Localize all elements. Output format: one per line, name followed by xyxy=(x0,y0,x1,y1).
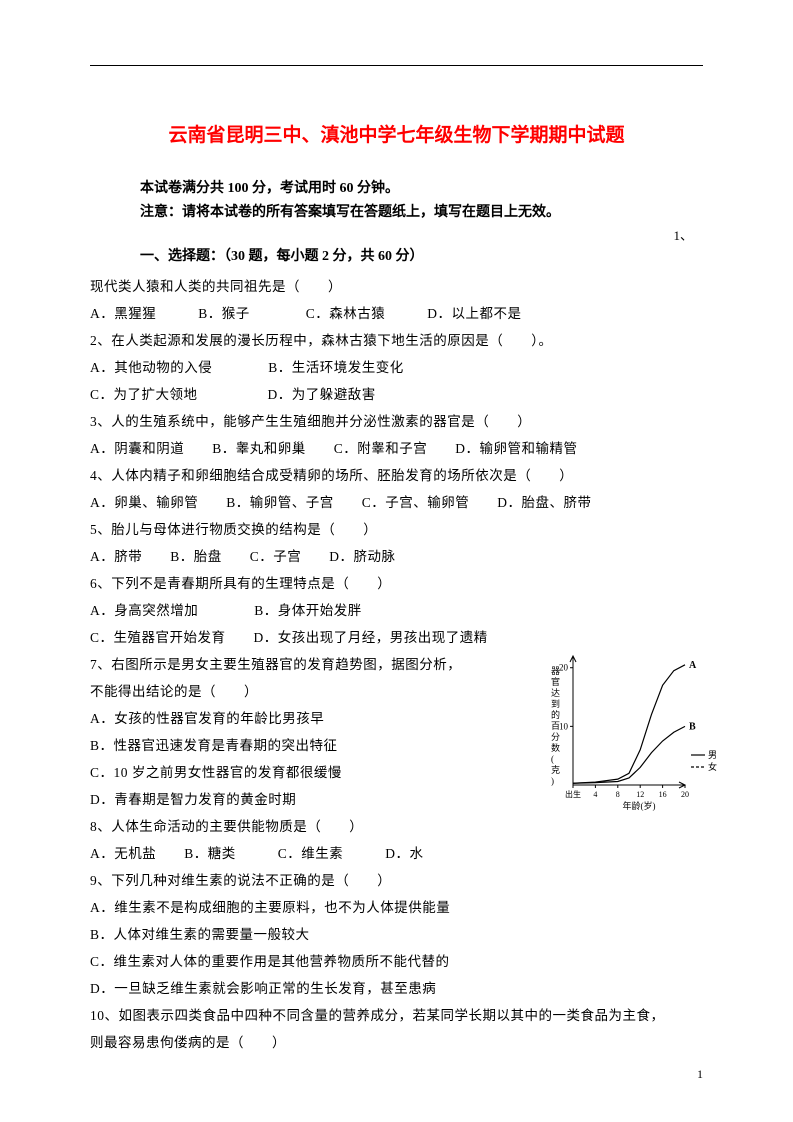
exam-info-notice: 注意：请将本试卷的所有答案填写在答题纸上，填写在题目上无效。 xyxy=(140,201,703,221)
question-text: 5、胎儿与母体进行物质交换的结构是（ ） xyxy=(90,516,703,543)
svg-text:16: 16 xyxy=(659,790,667,799)
option-line: A．其他动物的入侵 B．生活环境发生变化 xyxy=(90,354,703,381)
svg-text:数: 数 xyxy=(551,742,560,753)
svg-text:10: 10 xyxy=(559,721,569,731)
svg-text:克: 克 xyxy=(551,765,560,775)
top-border xyxy=(90,65,703,66)
question-text: 6、下列不是青春期所具有的生理特点是（ ） xyxy=(90,570,703,597)
svg-text:B: B xyxy=(689,721,696,732)
question-text: 则最容易患佝偻病的是（ ） xyxy=(90,1029,703,1056)
option-line: D．一旦缺乏维生素就会影响正常的生长发育，甚至患病 xyxy=(90,975,703,1002)
content-area: 现代类人猿和人类的共同祖先是（ ） A．黑猩猩 B．猴子 C．森林古猿 D．以上… xyxy=(90,273,703,1056)
svg-text:女: 女 xyxy=(708,761,717,772)
svg-text:男: 男 xyxy=(708,750,717,760)
svg-text:20: 20 xyxy=(681,790,689,799)
option-line: A．身高突然增加 B．身体开始发胖 xyxy=(90,597,703,624)
svg-text:达: 达 xyxy=(551,687,560,698)
option-line: A．无机盐 B．糖类 C．维生素 D．水 xyxy=(90,840,703,867)
svg-text:20: 20 xyxy=(559,663,569,673)
question-text: 2、在人类起源和发展的漫长历程中，森林古猿下地生活的原因是（ ）。 xyxy=(90,327,703,354)
svg-text:分: 分 xyxy=(551,732,560,742)
question-1-number: 1、 xyxy=(673,225,693,244)
question-text: 3、人的生殖系统中，能够产生生殖细胞并分泌性激素的器官是（ ） xyxy=(90,408,703,435)
svg-text:(: ( xyxy=(551,754,554,764)
svg-text:年龄(岁): 年龄(岁) xyxy=(623,800,656,811)
question-text: 4、人体内精子和卵细胞结合成受精卵的场所、胚胎发育的场所依次是（ ） xyxy=(90,462,703,489)
svg-text:A: A xyxy=(689,660,697,671)
option-line: C．生殖器官开始发育 D．女孩出现了月经，男孩出现了遗精 xyxy=(90,624,703,651)
option-line: A．阴囊和阴道 B．睾丸和卵巢 C．附睾和子宫 D．输卵管和输精管 xyxy=(90,435,703,462)
svg-text:器: 器 xyxy=(551,666,560,676)
svg-text:到: 到 xyxy=(551,698,560,709)
svg-text:8: 8 xyxy=(616,790,620,799)
option-line: A．脐带 B．胎盘 C．子宫 D．脐动脉 xyxy=(90,543,703,570)
question-text: 10、如图表示四类食品中四种不同含量的营养成分，若某同学长期以其中的一类食品为主… xyxy=(90,1002,703,1029)
svg-text:4: 4 xyxy=(593,790,597,799)
option-line: A．黑猩猩 B．猴子 C．森林古猿 D．以上都不是 xyxy=(90,300,703,327)
growth-chart: 1020出生48121620器官达到的百分数(克)年龄(岁)AB男女 xyxy=(543,648,723,813)
option-line: A．维生素不是构成细胞的主要原料，也不为人体提供能量 xyxy=(90,894,703,921)
svg-text:的: 的 xyxy=(551,709,560,720)
question-text: 8、人体生命活动的主要供能物质是（ ） xyxy=(90,813,703,840)
option-line: A．卵巢、输卵管 B．输卵管、子宫 C．子宫、输卵管 D．胎盘、脐带 xyxy=(90,489,703,516)
page-number: 1 xyxy=(697,1067,703,1082)
svg-text:12: 12 xyxy=(636,790,644,799)
svg-text:官: 官 xyxy=(551,676,560,687)
section-row: 一、选择题：（30 题，每小题 2 分，共 60 分） 1、 xyxy=(90,225,703,273)
svg-text:): ) xyxy=(551,776,554,786)
option-line: C．维生素对人体的重要作用是其他营养物质所不能代替的 xyxy=(90,948,703,975)
question-text: 现代类人猿和人类的共同祖先是（ ） xyxy=(90,273,703,300)
option-line: C．为了扩大领地 D．为了躲避敌害 xyxy=(90,381,703,408)
option-line: B．人体对维生素的需要量一般较大 xyxy=(90,921,703,948)
chart-svg: 1020出生48121620器官达到的百分数(克)年龄(岁)AB男女 xyxy=(543,648,723,813)
question-text: 9、下列几种对维生素的说法不正确的是（ ） xyxy=(90,867,703,894)
svg-text:出生: 出生 xyxy=(565,789,581,799)
exam-title: 云南省昆明三中、滇池中学七年级生物下学期期中试题 xyxy=(90,120,703,147)
section-header: 一、选择题：（30 题，每小题 2 分，共 60 分） xyxy=(140,245,424,265)
exam-info-score: 本试卷满分共 100 分，考试用时 60 分钟。 xyxy=(140,177,703,197)
svg-text:百: 百 xyxy=(551,721,560,731)
